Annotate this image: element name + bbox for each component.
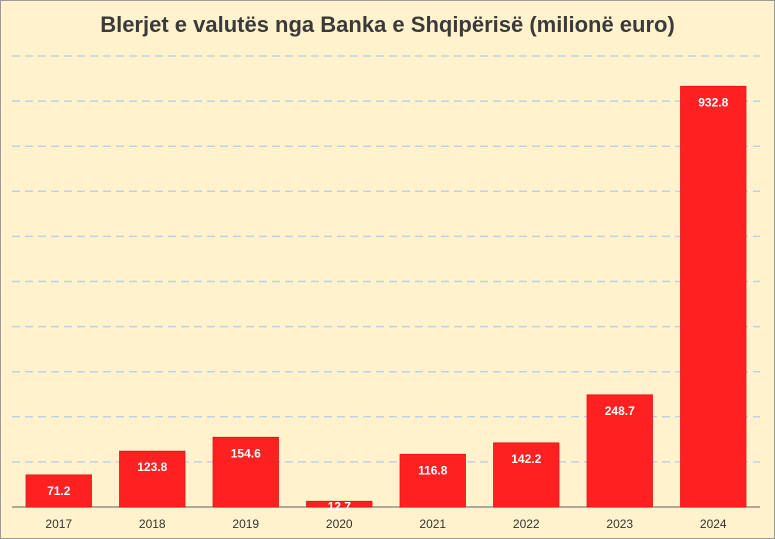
bar-2022 — [493, 442, 560, 508]
bar-2018 — [119, 450, 186, 508]
x-tick-label-2021: 2021 — [419, 517, 446, 531]
bar-2020 — [306, 500, 373, 508]
x-tick-label-2020: 2020 — [326, 517, 353, 531]
x-tick-label-2023: 2023 — [606, 517, 633, 531]
data-label-2019: 154.6 — [231, 446, 261, 460]
data-label-2024: 932.8 — [698, 95, 728, 109]
bar-2019 — [212, 436, 279, 508]
data-label-2021: 116.8 — [418, 463, 448, 477]
chart-title: Blerjet e valutës nga Banka e Shqipërisë… — [100, 12, 675, 37]
x-tick-label-2019: 2019 — [232, 517, 259, 531]
data-label-2017: 71.2 — [47, 484, 71, 498]
x-tick-label-2022: 2022 — [513, 517, 540, 531]
bar-2021 — [399, 453, 466, 508]
bar-2017 — [25, 474, 92, 508]
x-tick-label-2018: 2018 — [139, 517, 166, 531]
data-label-2022: 142.2 — [511, 452, 541, 466]
bar-2023 — [586, 394, 653, 508]
gridlines — [12, 55, 760, 463]
x-tick-label-2024: 2024 — [700, 517, 727, 531]
bar-2024 — [680, 85, 747, 508]
data-label-2018: 123.8 — [137, 460, 167, 474]
data-label-2023: 248.7 — [605, 404, 635, 418]
x-tick-label-2017: 2017 — [45, 517, 72, 531]
data-label-2020: 12.7 — [328, 499, 352, 513]
